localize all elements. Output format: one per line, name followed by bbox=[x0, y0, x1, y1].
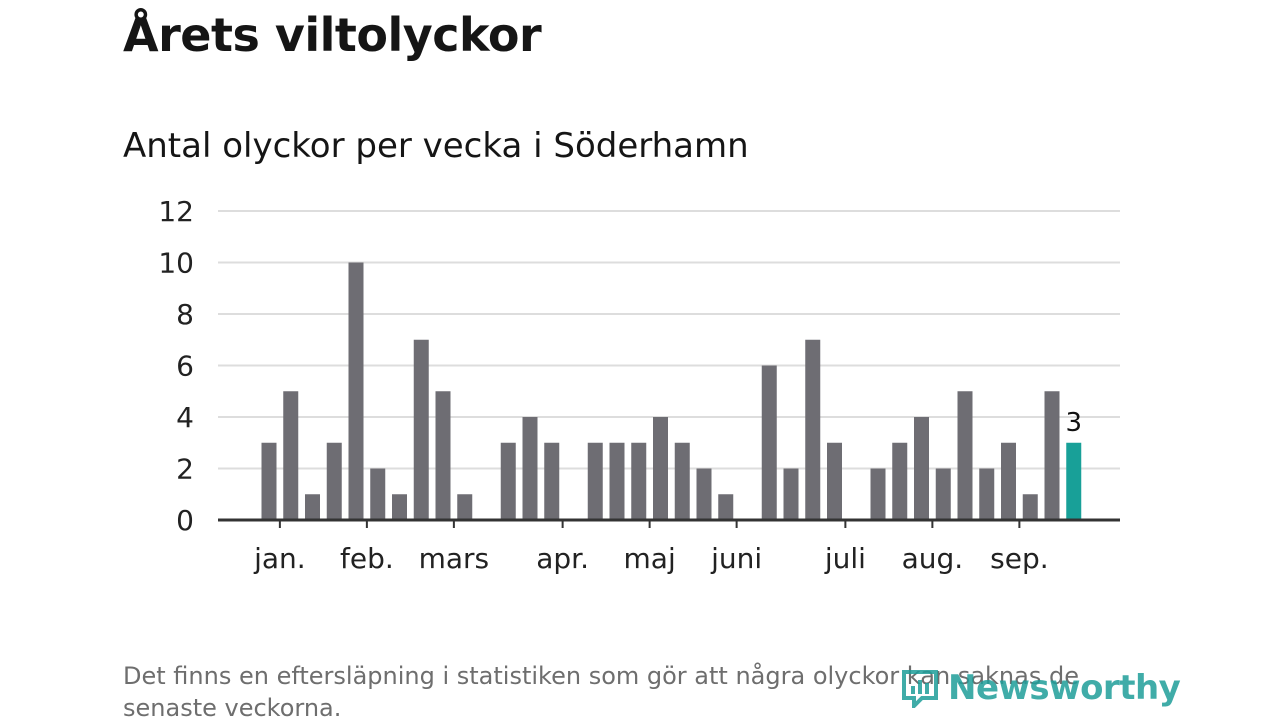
bar bbox=[370, 468, 386, 520]
bar bbox=[348, 262, 364, 520]
bar bbox=[674, 442, 690, 520]
y-tick-label: 12 bbox=[158, 195, 194, 228]
bar bbox=[827, 442, 842, 520]
x-tick-label: jan. bbox=[253, 542, 306, 575]
bar bbox=[870, 468, 886, 520]
bar bbox=[631, 442, 647, 520]
x-tick-label: mars bbox=[419, 542, 490, 575]
newsworthy-logo-icon bbox=[902, 670, 938, 708]
bar bbox=[392, 494, 407, 520]
chart-subtitle: Antal olyckor per vecka i Söderhamn bbox=[123, 126, 749, 166]
bar bbox=[261, 442, 277, 520]
bar bbox=[1022, 494, 1038, 520]
y-tick-label: 6 bbox=[176, 350, 194, 383]
bar bbox=[413, 339, 429, 520]
bar bbox=[283, 391, 299, 520]
y-tick-label: 10 bbox=[158, 247, 194, 280]
bar bbox=[326, 442, 342, 520]
bar bbox=[957, 391, 973, 520]
x-tick-label: juni bbox=[710, 542, 762, 575]
bar-chart: 0 2 4 6 8 10 12 3 jan. feb. mars apr. maj juni juli aug… bbox=[158, 195, 1120, 575]
bar bbox=[1044, 391, 1060, 520]
newsworthy-logo: Newsworthy bbox=[900, 668, 1181, 708]
bar bbox=[805, 339, 821, 520]
bar bbox=[783, 468, 799, 520]
page-title: Årets viltolyckor bbox=[123, 8, 542, 62]
bar bbox=[718, 494, 734, 520]
x-tick-label: maj bbox=[624, 542, 676, 575]
x-tick-label: apr. bbox=[536, 542, 589, 575]
bar bbox=[305, 494, 320, 520]
y-tick-label: 2 bbox=[176, 453, 194, 486]
bar-highlight bbox=[1066, 442, 1082, 520]
bar bbox=[544, 442, 560, 520]
y-tick-label: 0 bbox=[176, 504, 194, 537]
bar bbox=[457, 494, 473, 520]
bar bbox=[914, 417, 929, 520]
bar bbox=[587, 442, 603, 520]
bar bbox=[609, 442, 625, 520]
y-tick-label: 4 bbox=[176, 401, 194, 434]
bar bbox=[979, 468, 995, 520]
bar bbox=[761, 365, 777, 520]
bar bbox=[696, 468, 712, 520]
x-tick-label: feb. bbox=[340, 542, 394, 575]
y-tick-label: 8 bbox=[176, 298, 194, 331]
logo-text: Newsworthy bbox=[948, 668, 1181, 708]
x-tick-label: juli bbox=[824, 542, 866, 575]
bar bbox=[522, 417, 538, 520]
data-label: 3 bbox=[1065, 408, 1082, 438]
bar bbox=[935, 468, 951, 520]
bar bbox=[653, 417, 668, 520]
bar bbox=[1001, 442, 1016, 520]
bar bbox=[435, 391, 451, 520]
x-tick-label: aug. bbox=[902, 542, 964, 575]
x-tick-label: sep. bbox=[990, 542, 1049, 575]
bar bbox=[500, 442, 516, 520]
bar bbox=[892, 442, 908, 520]
